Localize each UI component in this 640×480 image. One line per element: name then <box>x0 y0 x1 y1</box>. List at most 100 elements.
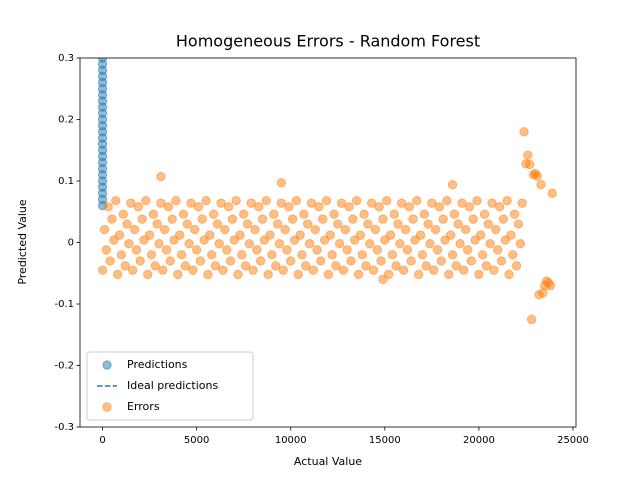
point <box>430 224 441 235</box>
point <box>461 224 471 235</box>
point <box>493 245 503 255</box>
point <box>150 261 160 271</box>
point <box>127 265 138 275</box>
point <box>254 202 264 212</box>
point <box>122 219 132 229</box>
point <box>297 250 307 260</box>
point <box>517 198 527 208</box>
point <box>483 219 494 229</box>
point <box>222 245 232 255</box>
point <box>265 230 275 240</box>
y-tick-label: -0.2 <box>54 361 74 372</box>
point <box>504 269 514 280</box>
point <box>137 214 147 224</box>
point <box>263 269 273 280</box>
chart-title: Homogeneous Errors - Random Forest <box>176 32 480 51</box>
point <box>476 230 486 240</box>
point <box>389 209 399 219</box>
point <box>412 195 422 206</box>
point <box>413 269 424 280</box>
point <box>398 265 409 275</box>
point <box>451 261 462 271</box>
point <box>438 214 448 224</box>
point <box>547 188 557 199</box>
point <box>284 202 294 212</box>
point <box>156 198 166 208</box>
point <box>429 265 439 275</box>
point <box>447 179 458 190</box>
point <box>425 239 435 249</box>
point <box>457 198 467 208</box>
point <box>368 265 379 275</box>
point <box>207 250 217 260</box>
point <box>131 245 142 255</box>
point <box>302 219 313 229</box>
point <box>112 269 123 280</box>
point <box>489 265 499 275</box>
point <box>148 209 159 219</box>
point <box>237 250 247 260</box>
point <box>342 245 352 255</box>
point <box>143 269 153 280</box>
point <box>496 256 507 266</box>
point <box>225 256 236 266</box>
point <box>445 230 456 240</box>
x-axis-label: Actual Value <box>294 455 362 468</box>
point <box>417 250 428 260</box>
point <box>304 239 315 249</box>
point <box>182 219 192 229</box>
y-tick-label: 0.1 <box>58 176 74 187</box>
point <box>442 195 452 206</box>
y-tick-label: 0.2 <box>58 115 74 126</box>
point <box>231 195 241 206</box>
point <box>223 202 234 212</box>
point <box>286 256 296 266</box>
point <box>423 219 433 229</box>
point <box>472 195 482 206</box>
point <box>361 261 371 271</box>
point <box>378 214 388 224</box>
point <box>468 214 478 224</box>
point <box>523 150 533 160</box>
point <box>491 224 501 235</box>
point <box>372 245 382 255</box>
point <box>434 202 445 212</box>
point <box>218 265 228 275</box>
point <box>144 230 155 240</box>
point <box>97 265 108 275</box>
point <box>340 224 351 235</box>
point <box>240 261 251 271</box>
point <box>291 195 302 206</box>
point <box>261 195 271 206</box>
point <box>116 250 127 260</box>
point <box>427 198 437 208</box>
point <box>103 202 113 212</box>
point <box>374 202 384 212</box>
point <box>459 265 469 275</box>
point <box>255 256 266 266</box>
point <box>498 214 509 224</box>
point <box>509 209 520 219</box>
legend-label: Errors <box>127 400 160 413</box>
point <box>203 269 213 280</box>
point <box>120 261 130 271</box>
point <box>366 198 377 208</box>
point <box>133 202 144 212</box>
point <box>370 224 381 235</box>
point <box>419 209 430 219</box>
point <box>436 256 446 266</box>
point <box>287 214 298 224</box>
x-tick-label: 25000 <box>557 435 589 446</box>
point <box>462 245 473 255</box>
y-tick-label: 0 <box>68 238 74 249</box>
point <box>359 209 369 219</box>
point <box>532 171 542 181</box>
point <box>197 214 208 224</box>
point <box>97 58 108 63</box>
point <box>233 269 243 280</box>
point <box>327 250 337 260</box>
point <box>276 178 287 188</box>
point <box>184 239 194 249</box>
point <box>515 239 526 249</box>
point <box>393 219 403 229</box>
